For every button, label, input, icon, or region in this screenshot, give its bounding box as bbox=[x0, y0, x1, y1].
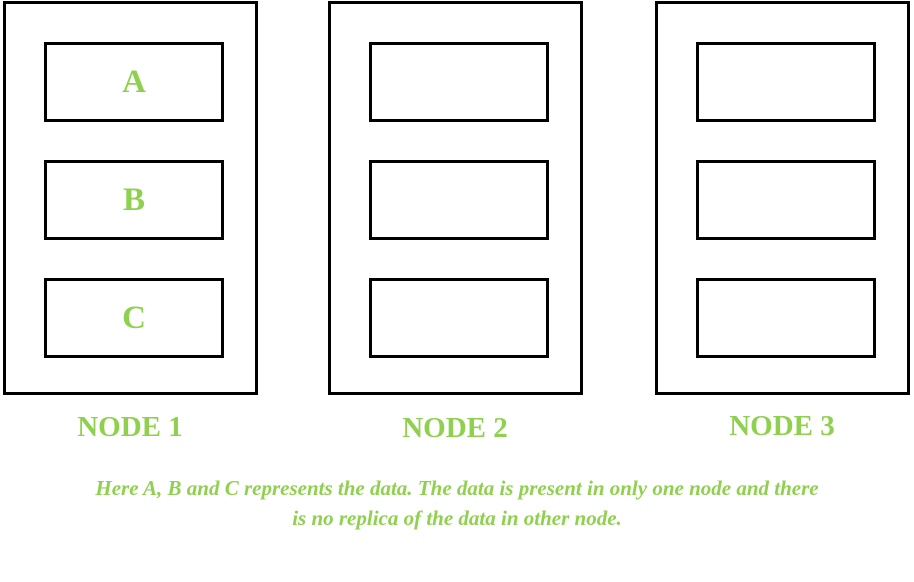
node-2-label: NODE 2 bbox=[402, 412, 508, 444]
node-1-slot-2: B bbox=[44, 160, 224, 240]
node-2-slot-3 bbox=[369, 278, 549, 358]
node-2-box bbox=[328, 1, 583, 395]
node-2-slot-2 bbox=[369, 160, 549, 240]
node-1-slot-1: A bbox=[44, 42, 224, 122]
node-2-slot-1 bbox=[369, 42, 549, 122]
node-3-box bbox=[655, 1, 910, 395]
caption-line-1: Here A, B and C represents the data. The… bbox=[95, 476, 819, 500]
node-3-label: NODE 3 bbox=[729, 410, 835, 442]
diagram-caption: Here A, B and C represents the data. The… bbox=[0, 473, 914, 533]
node-1-label: NODE 1 bbox=[77, 411, 183, 443]
node-1-box: A B C bbox=[3, 1, 258, 395]
node-3-slot-1 bbox=[696, 42, 876, 122]
node-3-slot-3 bbox=[696, 278, 876, 358]
caption-line-2: is no replica of the data in other node. bbox=[292, 506, 622, 530]
node-3-slot-2 bbox=[696, 160, 876, 240]
node-1-slot-3: C bbox=[44, 278, 224, 358]
